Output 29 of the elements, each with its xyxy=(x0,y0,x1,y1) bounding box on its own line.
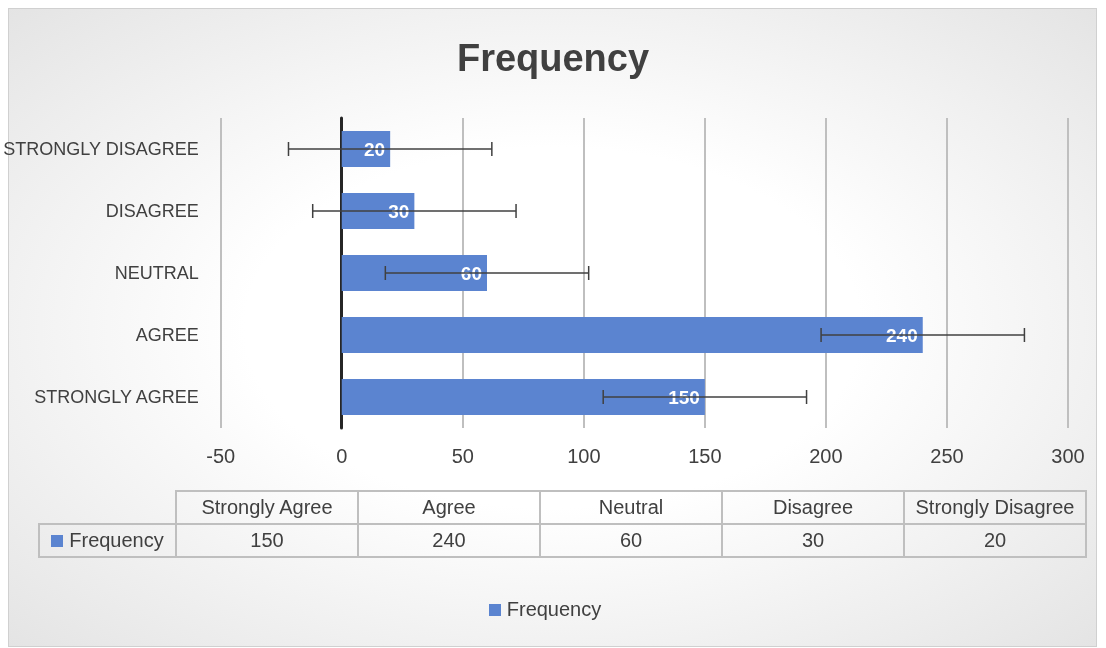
y-tick-label: AGREE xyxy=(135,325,199,345)
text: 30 xyxy=(801,529,825,551)
bar xyxy=(341,317,923,353)
x-tick-label: 150 xyxy=(688,445,722,467)
text: 60 xyxy=(619,529,643,551)
y-tick-label: DISAGREE xyxy=(105,201,199,221)
y-tick-label: STRONGLY DISAGREE xyxy=(3,139,199,159)
text: Disagree xyxy=(722,491,904,524)
text: 20 xyxy=(983,529,1007,551)
y-tick-label: STRONGLY AGREE xyxy=(34,387,199,407)
x-tick-label: 100 xyxy=(567,445,601,467)
x-tick-label: 250 xyxy=(930,445,964,467)
x-tick-label: 50 xyxy=(451,445,474,467)
text: Neutral xyxy=(540,491,722,524)
legend-label: Frequency xyxy=(506,598,602,620)
chart-title: Frequency xyxy=(456,37,650,79)
x-tick-label: -50 xyxy=(206,445,236,467)
y-tick-label: NEUTRAL xyxy=(114,263,199,283)
text: Strongly Agree xyxy=(176,491,358,524)
x-tick-label: 0 xyxy=(336,445,348,467)
text: Frequency xyxy=(69,529,164,551)
text: Strongly Disagree xyxy=(904,491,1086,524)
x-tick-label: 300 xyxy=(1051,445,1085,467)
bar xyxy=(341,379,705,415)
x-tick-label: 200 xyxy=(809,445,843,467)
text: Agree xyxy=(358,491,540,524)
text: 150 xyxy=(250,529,284,551)
bar xyxy=(341,255,487,291)
text: 240 xyxy=(432,529,466,551)
